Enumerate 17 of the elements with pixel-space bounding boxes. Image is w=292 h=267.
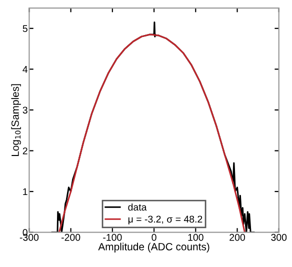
x-tick-label: -300 [20, 234, 39, 241]
y-tick-label: 5 [22, 25, 28, 32]
y-tick-label: 4 [22, 66, 28, 73]
y-axis-title: Log$_{10}$[Samples] [11, 84, 21, 156]
x-tick-label: -200 [62, 234, 80, 241]
legend-label: data [128, 203, 147, 211]
x-tick-label: 0 [152, 234, 156, 241]
y-tick-label: 0 [22, 229, 28, 236]
x-tick-label: -100 [103, 234, 122, 241]
y-tick-label: 1 [23, 188, 28, 196]
y-tick-label: 2 [22, 147, 28, 154]
x-tick-label: 300 [271, 234, 287, 241]
x-tick-label: 200 [230, 234, 245, 241]
legend-label: μ = -3.2, σ = 48.2 [128, 216, 202, 224]
y-tick-label: 3 [22, 106, 28, 114]
x-axis-title: Amplitude (ADC counts) [98, 242, 210, 252]
x-tick-label: 100 [188, 234, 204, 241]
